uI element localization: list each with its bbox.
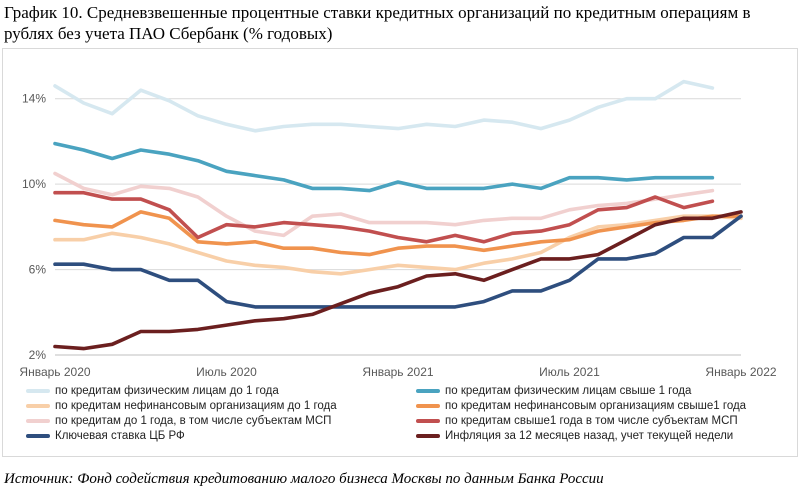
legend-swatch (416, 404, 440, 408)
series-line-7 (53, 214, 743, 309)
x-tick-label: Январь 2020 (19, 365, 90, 379)
y-tick-label: 6% (29, 263, 47, 277)
legend-item: по кредитам до 1 года, в том числе субъе… (26, 415, 331, 427)
legend-swatch (416, 419, 440, 423)
chart-title: График 10. Средневзвешенные процентные с… (4, 3, 751, 43)
series-line-2 (53, 141, 715, 193)
legend-item: по кредитам нефинансовым организациям до… (26, 400, 337, 412)
legend-item: по кредитам свыше1 года в том числе субъ… (416, 415, 738, 427)
series-line-6 (53, 190, 715, 244)
series-line-4 (53, 210, 743, 257)
legend-label: Инфляция за 12 месяцев назад, учет текущ… (445, 430, 734, 442)
legend-label: по кредитам до 1 года, в том числе субъе… (55, 415, 332, 427)
x-tick-label: Январь 2021 (362, 365, 433, 379)
legend-swatch (26, 389, 50, 393)
series-line-5 (53, 171, 715, 238)
series-line-3 (53, 214, 743, 276)
legend-label: по кредитам свыше1 года в том числе субъ… (445, 415, 738, 427)
x-tick-label: Июль 2021 (539, 365, 600, 379)
legend-swatch (26, 404, 50, 408)
legend-label: по кредитам нефинансовым организациям до… (55, 400, 337, 412)
legend-swatch (26, 434, 50, 438)
legend-label: по кредитам нефинансовым организациям св… (445, 400, 747, 412)
legend-item: Инфляция за 12 месяцев назад, учет текущ… (416, 430, 733, 442)
legend-item: по кредитам нефинансовым организациям св… (416, 400, 746, 412)
y-tick-label: 14% (22, 92, 46, 106)
x-tick-label: Июль 2020 (196, 365, 257, 379)
series-line-8 (53, 210, 743, 351)
legend-swatch (416, 389, 440, 393)
legend-label: по кредитам физическим лицам свыше 1 год… (445, 385, 692, 397)
legend-swatch (416, 434, 440, 438)
chart-frame (2, 48, 798, 457)
source-note: Источник: Фонд содействия кредитованию м… (4, 471, 604, 487)
series-line-1 (53, 79, 715, 133)
legend-item: по кредитам физическим лицам свыше 1 год… (416, 385, 691, 397)
legend-swatch (26, 419, 50, 423)
legend-label: по кредитам физическим лицам до 1 года (55, 385, 279, 397)
legend-label: Ключевая ставка ЦБ РФ (55, 430, 185, 442)
legend-item: по кредитам физическим лицам до 1 года (26, 385, 279, 397)
x-tick-label: Январь 2022 (705, 365, 776, 379)
y-tick-label: 10% (22, 177, 46, 191)
legend-item: Ключевая ставка ЦБ РФ (26, 430, 185, 442)
y-tick-label: 2% (29, 348, 47, 362)
